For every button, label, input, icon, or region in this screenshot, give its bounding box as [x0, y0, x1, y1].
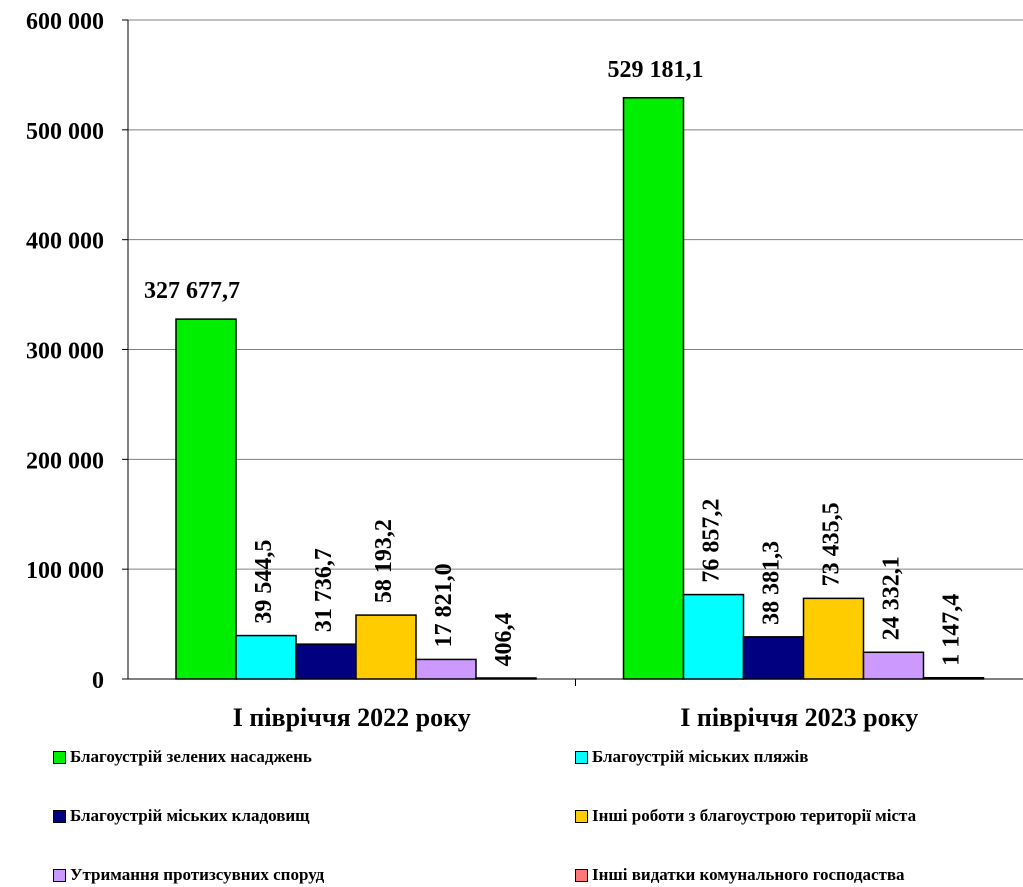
y-tick-label: 200 000: [26, 448, 104, 474]
y-tick-label: 100 000: [26, 558, 104, 584]
data-label: 39 544,5: [251, 540, 277, 624]
bar: [235, 634, 297, 680]
bar-chart: 0 100 000 200 000 300 000 400 000 500 000 600 …: [26, 9, 1023, 732]
legend-swatch: [53, 809, 66, 823]
x-tick-label: І півріччя 2022 року: [233, 703, 471, 732]
data-label: 73 435,5: [819, 502, 845, 586]
legend-label: Інші роботи з благоустрою території міст…: [592, 806, 917, 825]
legend-label: Благоустрій міських пляжів: [592, 747, 809, 766]
bar: [622, 97, 685, 680]
legend-swatch: [575, 750, 588, 764]
y-tick-label: 600 000: [26, 9, 104, 35]
legend-swatch: [53, 868, 66, 882]
bar: [742, 636, 805, 680]
data-label: 76 857,2: [699, 499, 725, 583]
y-tick-label: 0: [92, 668, 104, 694]
data-label: 38 381,3: [759, 541, 785, 625]
legend-label: Утримання протизсувних споруд: [70, 865, 325, 884]
data-label: 529 181,1: [608, 57, 704, 83]
legend-label: Благоустрій зелених насаджень: [70, 747, 312, 766]
y-tick-label: 300 000: [26, 339, 104, 365]
legend-swatch: [575, 868, 588, 882]
bar: [415, 658, 477, 680]
data-label: 31 736,7: [311, 548, 337, 632]
legend-swatch: [53, 750, 66, 764]
x-tick-label: І півріччя 2023 року: [680, 703, 918, 732]
data-label: 1 147,4: [939, 594, 965, 666]
legend-label: Благоустрій міських кладовищ: [70, 806, 310, 825]
legend-item: Благоустрій міських кладовищ: [53, 806, 310, 826]
bar: [295, 643, 357, 680]
legend-item: Благоустрій зелених насаджень: [53, 747, 312, 767]
legend-item: Інші видатки комунального господаства: [575, 865, 905, 885]
bar: [475, 677, 537, 680]
data-label: 24 332,1: [879, 556, 905, 640]
data-label: 17 821,0: [431, 563, 457, 647]
bar: [922, 676, 985, 680]
data-label: 406,4: [491, 613, 517, 667]
bar: [682, 593, 745, 680]
data-label: 58 193,2: [371, 519, 397, 603]
bar: [862, 651, 925, 680]
legend-item: Благоустрій міських пляжів: [575, 747, 808, 767]
legend-label: Інші видатки комунального господаства: [592, 865, 905, 884]
y-tick-label: 500 000: [26, 119, 104, 145]
legend-item: Утримання протизсувних споруд: [53, 865, 324, 885]
legend: Благоустрій зелених насаджень Благоустрій…: [0, 740, 1023, 887]
y-tick-label: 400 000: [26, 229, 104, 255]
bar: [802, 597, 865, 680]
bar: [355, 614, 417, 680]
data-label: 327 677,7: [144, 278, 240, 304]
legend-swatch: [575, 809, 588, 823]
legend-item: Інші роботи з благоустрою території міст…: [575, 806, 916, 826]
bar: [175, 318, 237, 680]
